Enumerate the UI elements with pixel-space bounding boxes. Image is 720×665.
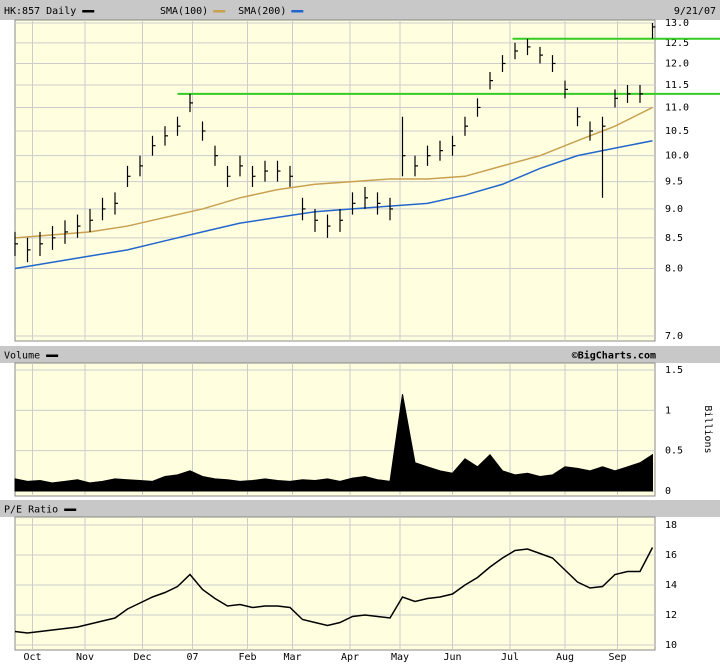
y-tick-label: 18 (665, 520, 677, 531)
x-tick-label: Jul (501, 652, 519, 663)
y-tick-label: 9.5 (665, 177, 683, 188)
plot-area (14, 19, 656, 342)
legend-label: SMA(100) (160, 6, 208, 17)
y-tick-label: 10.0 (665, 151, 689, 162)
x-tick-label: Sep (608, 652, 626, 663)
y-tick-label: 10.5 (665, 126, 689, 137)
y-tick-label: 1 (665, 405, 671, 416)
panel-header (0, 346, 720, 363)
y-tick-label: 0 (665, 486, 671, 497)
volume-area (14, 394, 653, 492)
legend-swatch (82, 10, 95, 13)
panel-title: P/E Ratio (4, 505, 58, 516)
y-tick-label: 9.0 (665, 204, 683, 215)
y-tick-label: 14 (665, 580, 677, 591)
y-tick-label: 13.0 (665, 18, 689, 29)
y-tick-label: 10 (665, 640, 677, 651)
x-tick-label: Feb (238, 652, 256, 663)
legend-swatch (291, 10, 304, 13)
panel-header (0, 0, 720, 20)
y-tick-label: 8.5 (665, 233, 683, 244)
panel-title: Volume (4, 351, 40, 362)
y-tick-label: 16 (665, 550, 677, 561)
sma-line (14, 139, 653, 270)
legend-swatch (213, 10, 226, 13)
x-tick-label: May (391, 652, 409, 663)
panel-title: HK:857 Daily (4, 6, 76, 17)
y-tick-label: 11.5 (665, 80, 689, 91)
panel-header (0, 500, 720, 517)
y-tick-label: 0.5 (665, 446, 683, 457)
x-tick-label: 07 (186, 652, 198, 663)
sma-line (14, 106, 653, 239)
y-axis-label: Billions (702, 405, 713, 453)
date-label: 9/21/07 (674, 6, 716, 17)
y-tick-label: 12.5 (665, 38, 689, 49)
legend-label: SMA(200) (238, 6, 286, 17)
credit: ©BigCharts.com (572, 350, 656, 362)
y-tick-label: 12 (665, 610, 677, 621)
plot-area (14, 516, 656, 651)
y-tick-label: 7.0 (665, 331, 683, 342)
pe-line (14, 547, 654, 634)
y-tick-label: 1.5 (665, 365, 683, 376)
x-tick-label: Apr (341, 652, 359, 663)
x-tick-label: Mar (283, 652, 301, 663)
y-tick-label: 8.0 (665, 263, 683, 274)
y-tick-label: 11.0 (665, 102, 689, 113)
x-tick-label: Dec (133, 652, 151, 663)
x-tick-label: Jun (443, 652, 461, 663)
plot-area (14, 362, 656, 497)
legend-swatch (64, 508, 77, 511)
x-tick-label: Aug (556, 652, 574, 663)
x-tick-label: Nov (76, 652, 94, 663)
x-tick-label: Oct (23, 652, 41, 663)
y-tick-label: 12.0 (665, 58, 689, 69)
legend-swatch (46, 354, 59, 357)
